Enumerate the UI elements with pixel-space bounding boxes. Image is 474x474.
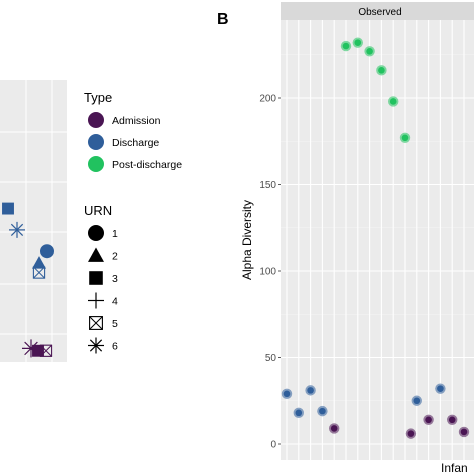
urn-legend-label: 3 [112, 273, 118, 285]
data-point [460, 428, 468, 436]
type-legend-label: Admission [112, 115, 161, 127]
left-panel-point [32, 266, 46, 279]
urn-legend: URN 1 2 3 4 5 6 [84, 203, 118, 354]
data-point [354, 39, 362, 46]
data-point [389, 98, 397, 105]
data-point [283, 390, 291, 398]
urn-legend-label: 5 [112, 318, 118, 330]
facet-strip: Observed [281, 2, 474, 20]
data-point [425, 416, 432, 424]
left-panel-point [40, 244, 54, 259]
left-panel-point [32, 344, 44, 357]
type-legend-label: Post-discharge [112, 159, 182, 171]
left-panel-background [0, 80, 67, 362]
y-tick-label: 150 [259, 180, 276, 191]
data-points [281, 37, 470, 439]
urn-legend-key [88, 292, 104, 309]
urn-legend-title: URN [84, 203, 112, 218]
urn-legend-key [89, 316, 103, 330]
data-point [330, 425, 338, 432]
type-legend-title: Type [84, 90, 112, 105]
panel-label: B [217, 11, 229, 28]
urn-legend-key [88, 337, 104, 354]
facet-strip-label: Observed [358, 7, 401, 18]
data-point [401, 134, 409, 142]
data-point [295, 409, 303, 417]
grid [281, 20, 474, 460]
urn-legend-key [89, 271, 103, 285]
data-point [437, 385, 444, 392]
urn-legend-label: 1 [112, 228, 118, 240]
y-tick-label: 0 [270, 440, 276, 451]
urn-legend-label: 2 [112, 251, 118, 263]
urn-legend-key [88, 225, 104, 241]
data-point [307, 387, 314, 394]
data-point [378, 67, 385, 74]
left-panel-point [39, 344, 53, 357]
y-axis-title: Alpha Diversity [240, 200, 254, 280]
data-point [366, 47, 373, 55]
y-tick-label: 50 [265, 353, 277, 364]
type-legend-key [88, 134, 104, 150]
facet-strip-background [281, 2, 474, 20]
left-panel-point [2, 202, 14, 215]
urn-legend-label: 4 [112, 296, 118, 308]
x-axis-title: Infan [441, 461, 468, 474]
type-legend-label: Discharge [112, 137, 159, 149]
data-point [407, 430, 415, 437]
type-legend-key [88, 112, 104, 128]
left-panel [0, 80, 67, 362]
data-point [319, 407, 326, 415]
left-panel-point [32, 256, 46, 269]
type-legend-key [88, 156, 104, 172]
y-tick-label: 200 [259, 94, 276, 105]
urn-legend-label: 6 [112, 341, 118, 353]
y-tick-label: 100 [259, 267, 276, 278]
data-point [448, 416, 456, 424]
plot-area [281, 20, 474, 460]
data-point [342, 42, 350, 50]
y-axis: 0 50 100 150 200 [259, 94, 281, 451]
data-point [413, 397, 421, 405]
left-panel-grid [0, 80, 67, 362]
left-panel-point [9, 221, 25, 238]
type-legend: Type Admission Discharge Post-discharge [84, 90, 182, 172]
left-panel-points [2, 202, 54, 358]
urn-legend-key [88, 247, 104, 262]
